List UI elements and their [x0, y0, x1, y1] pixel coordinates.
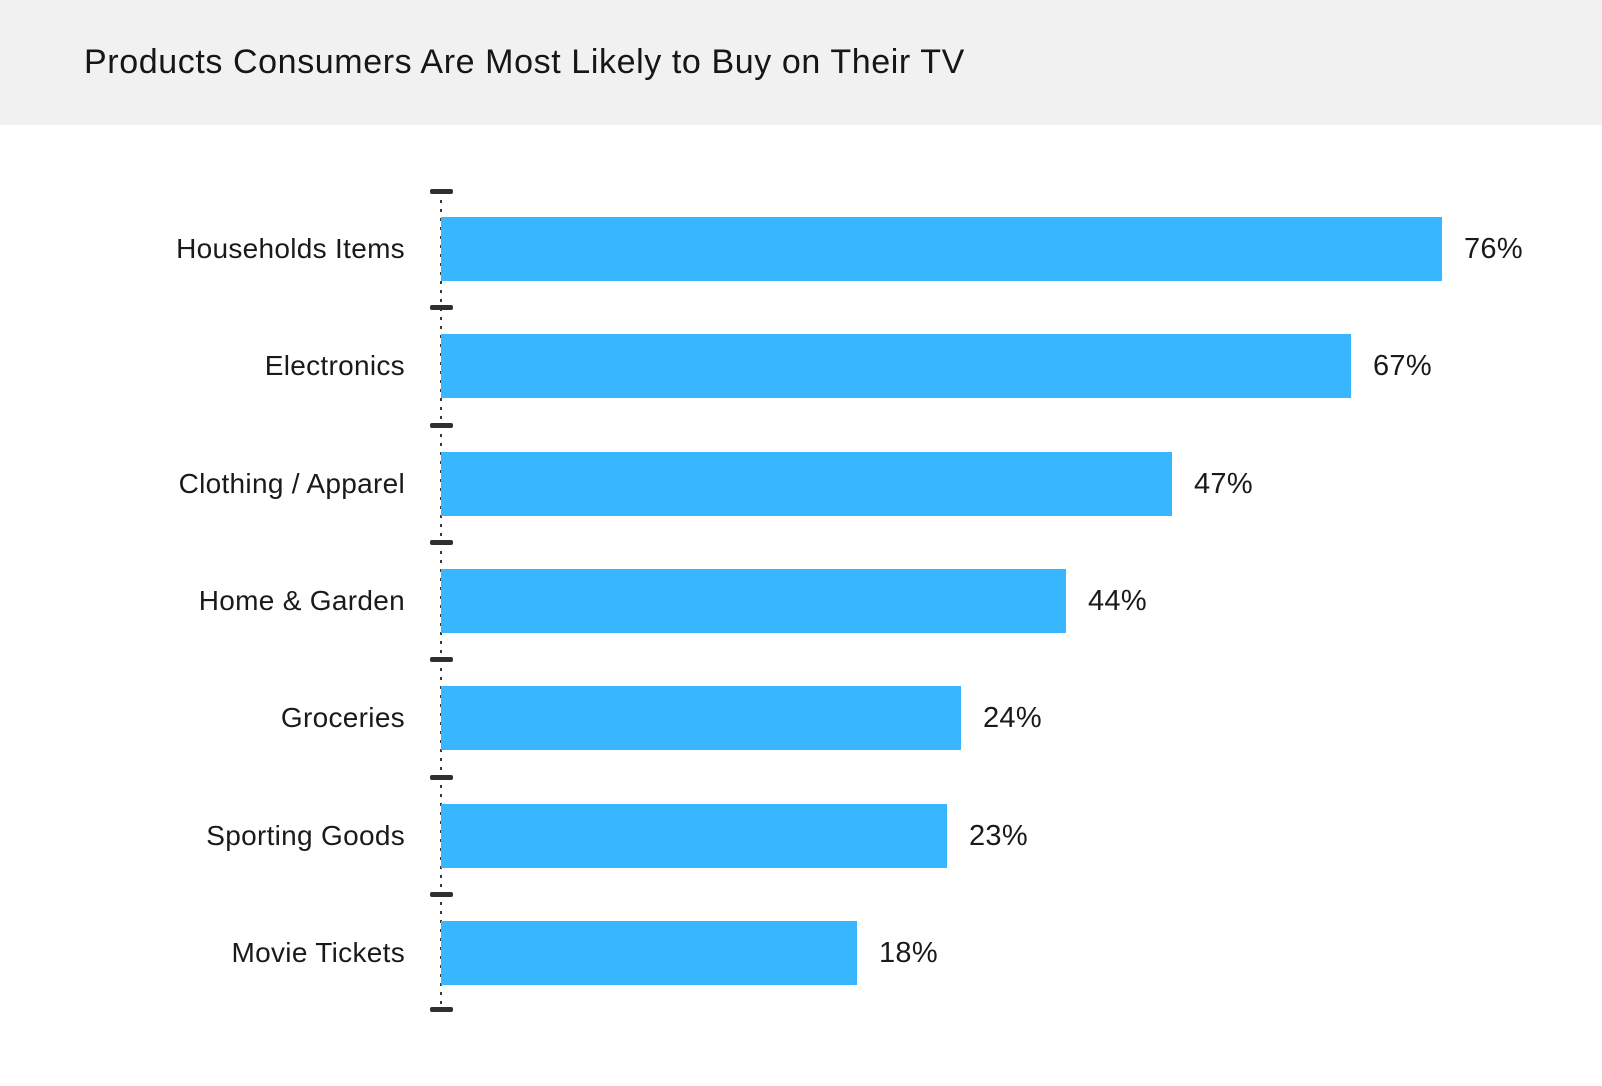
category-label: Home & Garden [198, 585, 405, 616]
bar-row: Clothing / Apparel 47% [0, 452, 1602, 516]
axis-tick [430, 539, 453, 545]
bar [441, 452, 1172, 516]
value-label: 24% [983, 702, 1042, 734]
bar [441, 686, 961, 750]
axis-tick [430, 891, 453, 897]
bar-row: Movie Tickets 18% [0, 921, 1602, 985]
category-label: Movie Tickets [231, 937, 405, 968]
value-label: 47% [1194, 468, 1253, 500]
axis-tick [430, 188, 453, 194]
bar [441, 804, 947, 868]
bar-row: Home & Garden 44% [0, 569, 1602, 633]
axis-tick [430, 656, 453, 662]
bar [441, 217, 1442, 281]
category-label: Groceries [280, 702, 405, 733]
category-label: Sporting Goods [206, 820, 405, 851]
axis-tick [430, 1006, 453, 1012]
axis-tick [430, 304, 453, 310]
value-label: 23% [969, 820, 1028, 852]
value-label: 67% [1373, 350, 1432, 382]
value-label: 18% [879, 937, 938, 969]
value-label: 76% [1464, 233, 1523, 265]
axis-tick [430, 774, 453, 780]
category-label: Electronics [264, 350, 405, 381]
chart-title: Products Consumers Are Most Likely to Bu… [84, 43, 965, 81]
title-band: Products Consumers Are Most Likely to Bu… [0, 0, 1602, 125]
value-label: 44% [1088, 585, 1147, 617]
bar [441, 921, 857, 985]
bar-row: Groceries 24% [0, 686, 1602, 750]
bar-row: Sporting Goods 23% [0, 804, 1602, 868]
category-label: Households Items [176, 233, 405, 264]
axis-tick [430, 422, 453, 428]
bar [441, 569, 1066, 633]
bar-row: Electronics 67% [0, 334, 1602, 398]
bar [441, 334, 1351, 398]
category-label: Clothing / Apparel [178, 468, 405, 499]
bar-row: Households Items 76% [0, 217, 1602, 281]
